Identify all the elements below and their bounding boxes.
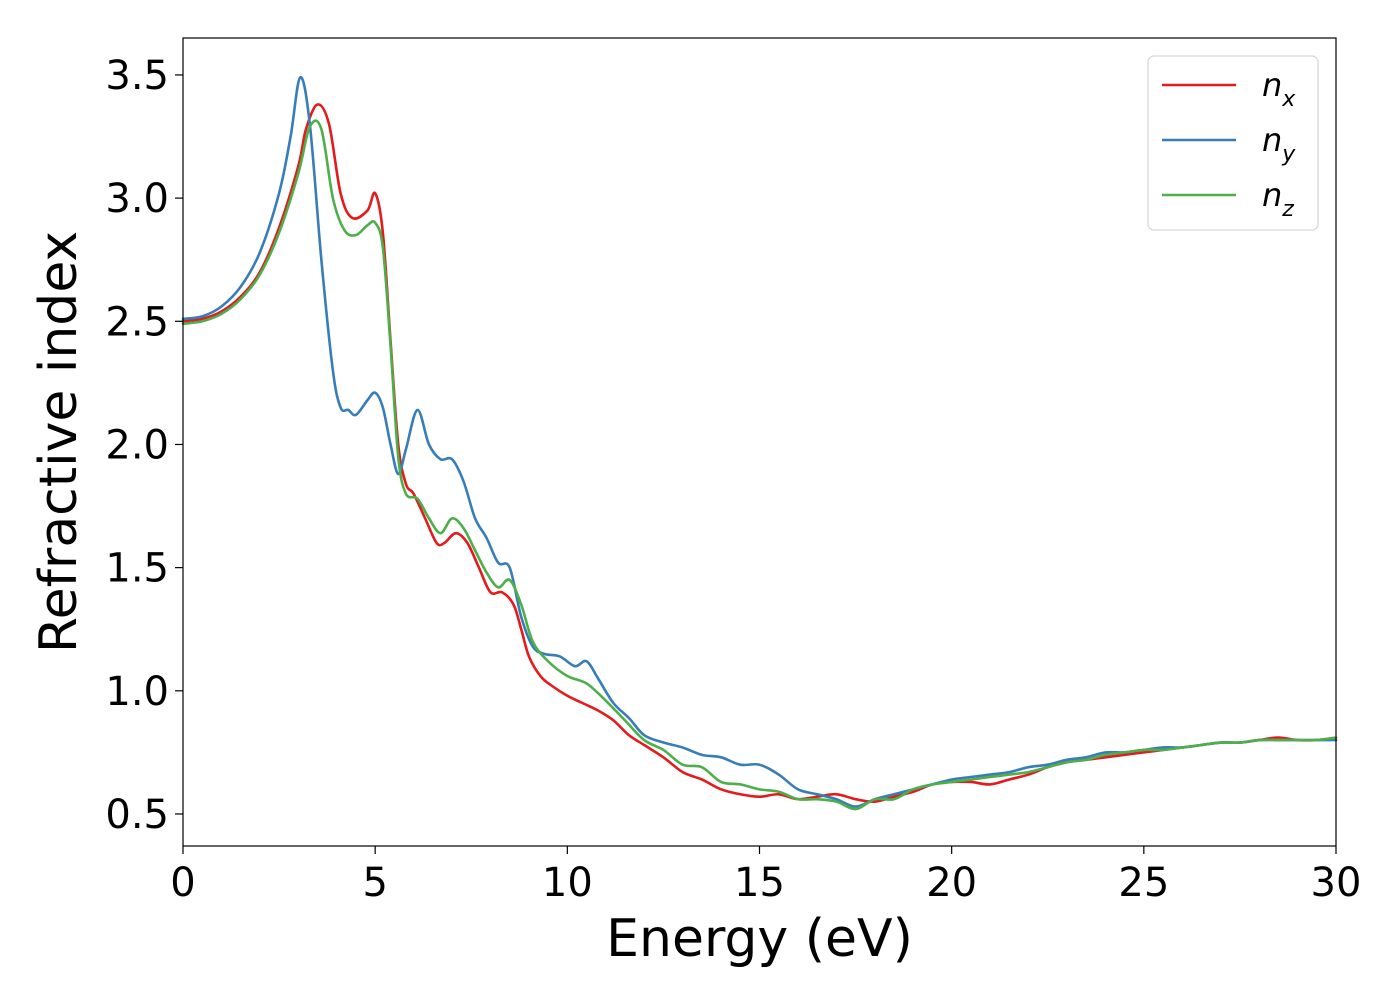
legend-entry-symbol: n	[1262, 121, 1282, 159]
x-tick-label: 30	[1311, 860, 1362, 906]
series-line-n-y	[181, 76, 1338, 808]
legend-box	[1147, 55, 1319, 231]
y-tick-label: 0.5	[105, 792, 169, 838]
legend-entry-subscript: x	[1281, 87, 1296, 112]
x-axis-label: Energy (eV)	[606, 909, 913, 969]
y-tick-label: 3.5	[105, 53, 169, 99]
legend-entry: nz	[1262, 176, 1294, 222]
legend-entry-subscript: z	[1281, 197, 1294, 222]
y-tick-label: 1.5	[105, 546, 169, 592]
x-axis-ticks: 0 5 10 15 20 25 30	[170, 846, 1361, 906]
legend-entry: nx	[1262, 66, 1296, 112]
y-tick-label: 1.0	[105, 669, 169, 715]
x-tick-label: 5	[362, 860, 387, 906]
x-tick-label: 15	[734, 860, 785, 906]
x-tick-label: 20	[926, 860, 977, 906]
y-axis-ticks: 0.5 1.0 1.5 2.0 2.5 3.0 3.5	[105, 53, 183, 838]
series-line-n-x	[181, 103, 1338, 804]
y-tick-label: 2.5	[105, 299, 169, 345]
series-layer	[181, 76, 1338, 811]
legend-entry-subscript: y	[1281, 142, 1296, 167]
x-tick-label: 0	[170, 860, 195, 906]
legend-entry-symbol: n	[1262, 176, 1282, 214]
x-tick-label: 10	[542, 860, 593, 906]
x-tick-label: 25	[1118, 860, 1169, 906]
legend-entry: ny	[1262, 121, 1296, 167]
series-line-n-z	[181, 119, 1338, 811]
y-tick-label: 3.0	[105, 176, 169, 222]
legend-entry-symbol: n	[1262, 66, 1282, 104]
y-tick-label: 2.0	[105, 422, 169, 468]
y-axis-label: Refractive index	[29, 231, 89, 653]
